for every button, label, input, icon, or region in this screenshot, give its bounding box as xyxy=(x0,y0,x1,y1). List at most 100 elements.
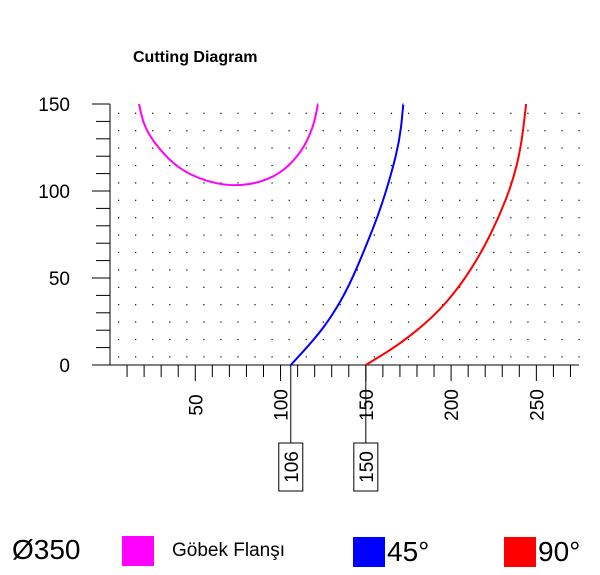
grid-dot xyxy=(544,164,546,167)
grid-dot xyxy=(544,217,546,219)
grid-dot xyxy=(510,112,512,114)
grid-dot xyxy=(305,251,307,254)
grid-dot xyxy=(254,217,256,219)
grid-dot xyxy=(339,286,341,288)
grid-dot xyxy=(544,338,546,341)
grid-dot xyxy=(493,356,495,358)
grid-dot xyxy=(135,321,137,323)
grid-dot xyxy=(271,321,273,323)
legend-item-90: 90° xyxy=(504,536,580,568)
grid-dot xyxy=(322,234,324,236)
grid-dot xyxy=(390,217,393,219)
grid-dot xyxy=(152,356,154,358)
grid-dot xyxy=(510,286,512,288)
grid-dot xyxy=(459,234,461,236)
grid-dot xyxy=(288,269,290,271)
x-tick-label: 50 xyxy=(186,394,207,415)
grid-dot xyxy=(254,321,256,323)
grid-dot xyxy=(544,304,546,306)
grid-dot xyxy=(578,269,580,271)
grid-dot xyxy=(424,147,427,149)
grid-dot xyxy=(527,304,529,306)
grid-dot xyxy=(220,234,222,236)
grid-dot xyxy=(271,199,273,201)
grid-dot xyxy=(373,112,376,114)
grid-dot xyxy=(254,269,256,271)
grid-dot xyxy=(578,182,580,184)
grid-dot xyxy=(288,112,290,114)
grid-dot xyxy=(442,164,444,167)
grid-dot xyxy=(135,217,137,219)
grid-dot xyxy=(305,269,307,271)
grid-dot xyxy=(356,338,358,341)
grid-dot xyxy=(356,147,358,149)
grid-dot xyxy=(390,251,393,254)
grid-dot xyxy=(237,286,239,288)
grid-dot xyxy=(271,269,273,271)
grid-dot xyxy=(390,304,393,306)
grid-dot xyxy=(152,112,154,114)
grid-dot xyxy=(544,286,546,288)
grid-dot xyxy=(339,112,341,114)
grid-dot xyxy=(578,286,580,288)
grid-dot xyxy=(220,112,222,114)
grid-dot xyxy=(373,304,376,306)
grid-dot xyxy=(390,234,393,236)
grid-dot xyxy=(271,286,273,288)
grid-dot xyxy=(288,130,290,132)
grid-dot xyxy=(544,269,546,271)
grid-dot xyxy=(561,304,563,306)
grid-dot xyxy=(373,164,376,167)
grid-dot xyxy=(220,338,222,341)
grid-dot xyxy=(152,304,154,306)
grid-dot xyxy=(305,321,307,323)
grid-dot xyxy=(254,304,256,306)
grid-dot xyxy=(288,234,290,236)
grid-dot xyxy=(203,147,205,149)
grid-dot xyxy=(373,251,376,254)
grid-dot xyxy=(493,130,495,132)
grid-dot xyxy=(254,199,256,201)
grid-dot xyxy=(493,304,495,306)
grid-dot xyxy=(510,356,512,358)
legend-label-gobek-flansi: Göbek Flanşı xyxy=(172,540,285,561)
grid-dot xyxy=(305,338,307,341)
grid-dot xyxy=(527,199,529,201)
legend-label-90: 90° xyxy=(538,536,581,567)
grid-dot xyxy=(407,338,410,341)
grid-dot xyxy=(424,251,427,254)
grid-dot xyxy=(237,269,239,271)
grid-dot xyxy=(459,251,461,254)
grid-dot xyxy=(220,147,222,149)
grid-dot xyxy=(305,217,307,219)
grid-dot xyxy=(322,130,324,132)
grid-dot xyxy=(254,338,256,341)
grid-dot xyxy=(544,234,546,236)
grid-dot xyxy=(527,234,529,236)
grid-dot xyxy=(407,112,410,114)
grid-dot xyxy=(339,251,341,254)
grid-dot xyxy=(305,164,307,167)
grid-dot xyxy=(407,147,410,149)
grid-dot xyxy=(169,164,171,167)
grid-dot xyxy=(220,199,222,201)
grid-dot xyxy=(135,112,137,114)
grid-dot xyxy=(305,234,307,236)
grid-dot xyxy=(288,338,290,341)
grid-dot xyxy=(561,321,563,323)
grid-dot xyxy=(561,199,563,201)
grid-dot xyxy=(407,199,410,201)
grid-dot xyxy=(254,130,256,132)
grid-dot xyxy=(476,356,478,358)
grid-dot xyxy=(356,269,358,271)
grid-dot xyxy=(424,234,427,236)
grid-dot xyxy=(135,251,137,254)
grid-dot xyxy=(407,164,410,167)
grid-dot xyxy=(578,234,580,236)
grid-dot xyxy=(237,182,239,184)
grid-dot xyxy=(186,199,188,201)
grid-dot xyxy=(493,338,495,341)
grid-dot xyxy=(442,304,444,306)
legend-swatch-red xyxy=(504,537,536,567)
grid-dot xyxy=(561,338,563,341)
